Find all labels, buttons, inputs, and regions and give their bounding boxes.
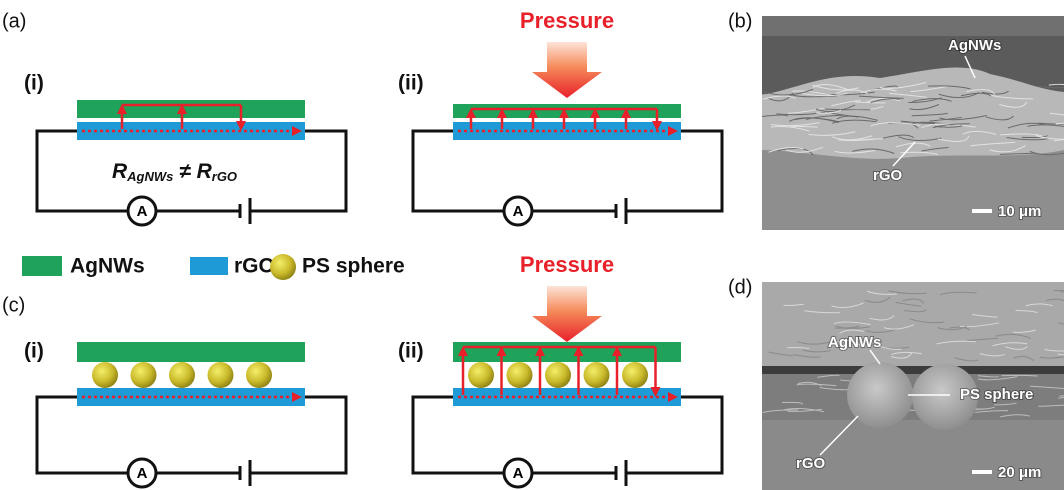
formula-part: ≠ xyxy=(173,160,196,183)
pressure-arrow xyxy=(532,42,602,98)
sem-region xyxy=(762,366,1064,374)
ps-sphere xyxy=(545,362,571,388)
agnws-layer xyxy=(77,342,305,362)
panel-label: (d) xyxy=(728,276,752,298)
scale-bar xyxy=(972,470,992,474)
scale-label: 20 μm xyxy=(998,464,1041,481)
ammeter-label: A xyxy=(137,465,148,482)
formula-part: R xyxy=(197,160,213,183)
agnws-layer xyxy=(453,104,681,118)
sem-label: rGO xyxy=(796,455,826,472)
resistance-formula: RAgNWs ≠ RrGO xyxy=(112,160,237,185)
agnws-layer xyxy=(453,342,681,362)
legend-swatch-rgo xyxy=(190,257,228,275)
figure: (a) (c) (b) (d) (i) (ii) (i) (ii) RAgNWs… xyxy=(0,0,1064,490)
legend-label: rGO xyxy=(234,255,275,278)
legend-swatch-agnws xyxy=(22,256,62,276)
panel-label: (b) xyxy=(728,10,752,32)
panel-label: (a) xyxy=(2,10,26,32)
ps-sphere xyxy=(507,362,533,388)
legend-swatch-sphere xyxy=(270,254,296,280)
ps-sphere xyxy=(622,362,648,388)
subpanel-label: (ii) xyxy=(398,72,424,95)
ps-sphere xyxy=(131,362,157,388)
pressure-label: Pressure xyxy=(520,252,614,277)
formula-part: rGO xyxy=(212,169,237,184)
sem-image-d: AgNWs PS sphere rGO 20 μm xyxy=(762,282,1064,490)
subpanel-label: (ii) xyxy=(398,340,424,363)
scale-label: 10 μm xyxy=(998,203,1041,220)
sem-label: PS sphere xyxy=(960,386,1033,403)
agnws-layer xyxy=(77,100,305,118)
fiber xyxy=(1002,375,1038,376)
sem-label: rGO xyxy=(873,167,903,184)
legend-label: AgNWs xyxy=(70,255,145,278)
panel-label: (c) xyxy=(2,294,25,316)
formula-part: R xyxy=(112,160,128,183)
sem-image-b: AgNWs rGO 10 μm xyxy=(762,16,1064,230)
legend-label: PS sphere xyxy=(302,255,405,278)
sem-region xyxy=(762,282,1064,366)
sem-region xyxy=(762,16,1064,36)
fiber xyxy=(1059,395,1064,396)
ps-sphere xyxy=(92,362,118,388)
subpanel-label: (i) xyxy=(24,72,44,95)
ammeter-label: A xyxy=(513,203,524,220)
ps-sphere xyxy=(208,362,234,388)
subpanel-label: (i) xyxy=(24,340,44,363)
sem-label: AgNWs xyxy=(948,37,1001,54)
ps-sphere xyxy=(169,362,195,388)
wire xyxy=(413,397,722,473)
pressure-arrow xyxy=(532,286,602,342)
formula-part: AgNWs xyxy=(126,169,173,184)
wire xyxy=(37,397,346,473)
ps-sphere xyxy=(468,362,494,388)
ammeter-label: A xyxy=(513,465,524,482)
sem-label: AgNWs xyxy=(828,334,881,351)
scale-bar xyxy=(972,209,992,213)
wire xyxy=(413,131,722,211)
ps-sphere xyxy=(584,362,610,388)
ps-sphere xyxy=(246,362,272,388)
ammeter-label: A xyxy=(137,203,148,220)
pressure-label: Pressure xyxy=(520,8,614,33)
